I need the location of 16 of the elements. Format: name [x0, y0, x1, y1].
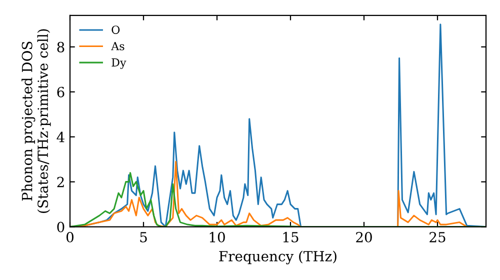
legend-label: Dy	[112, 58, 126, 69]
y-axis-title: Phonon projected DOS (States/THz·primitive cell)	[22, 29, 51, 213]
x-tick-label: 10	[210, 232, 225, 242]
x-axis-title: Frequency (THz)	[219, 250, 336, 264]
x-tick-label: 0	[66, 232, 74, 242]
legend-label: As	[111, 42, 124, 50]
x-tick-label: 20	[356, 232, 372, 242]
x-tick-label: 15	[283, 232, 298, 242]
y-tick-label: 0	[57, 222, 64, 232]
y-tick-label: 4	[56, 132, 64, 142]
legend-label: O	[112, 26, 120, 34]
x-tick-label: 5	[140, 232, 147, 242]
y-tick-label: 8	[57, 42, 64, 52]
x-tick-label: 25	[430, 232, 446, 242]
y-tick-label: 2	[57, 176, 64, 188]
y-tick-label: 6	[57, 86, 64, 98]
